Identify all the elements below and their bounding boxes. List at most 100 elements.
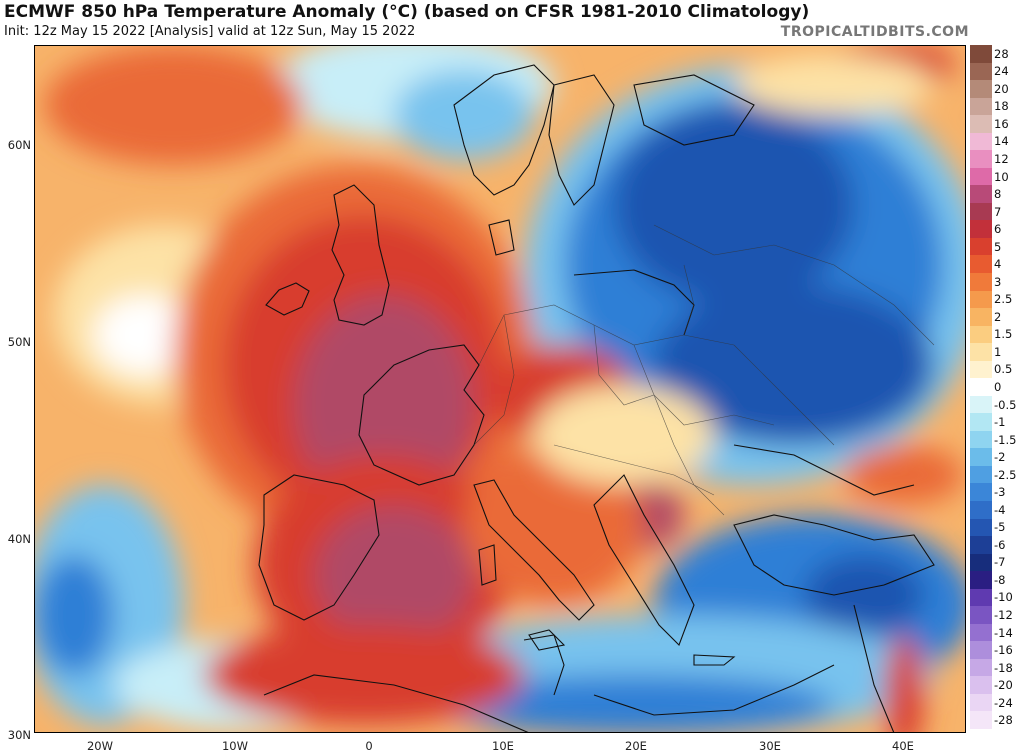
colorbar-level: -24 [970, 693, 1023, 712]
colorbar-level: -1 [970, 413, 1023, 431]
colorbar-label: 1.5 [994, 327, 1013, 342]
colorbar-swatch [970, 132, 992, 151]
colorbar-level: -1.5 [970, 430, 1023, 449]
colorbar-swatch [970, 80, 992, 98]
colorbar-label: -18 [994, 660, 1013, 675]
colorbar-level: -8 [970, 571, 1023, 589]
lon-label-20w: 20W [86, 739, 113, 753]
colorbar-label: -3 [994, 485, 1006, 500]
lon-label-20e: 20E [625, 739, 647, 753]
lat-label-50n: 50N [7, 335, 31, 349]
colorbar-swatch [970, 343, 992, 361]
colorbar-swatch [970, 518, 992, 537]
colorbar-swatch [970, 150, 992, 168]
colorbar-swatch [970, 202, 992, 221]
colorbar-level: 20 [970, 80, 1023, 98]
colorbar-level: -14 [970, 623, 1023, 642]
site-brand[interactable]: TROPICALTIDBITS.COM [780, 24, 969, 40]
colorbar-level: 0.5 [970, 360, 1023, 379]
colorbar-swatch [970, 325, 992, 344]
colorbar-swatch [970, 483, 992, 501]
colorbar-level: 16 [970, 115, 1023, 133]
colorbar-swatch [970, 676, 992, 694]
colorbar-label: -4 [994, 502, 1006, 517]
colorbar-level: -16 [970, 641, 1023, 659]
colorbar-swatch [970, 395, 992, 414]
colorbar-swatch [970, 606, 992, 624]
colorbar-swatch [970, 237, 992, 256]
colorbar-swatch [970, 255, 992, 273]
colorbar-level: -2 [970, 448, 1023, 466]
colorbar-label: 18 [994, 99, 1009, 114]
colorbar-level: -2.5 [970, 465, 1023, 484]
colorbar-label: 3 [994, 274, 1002, 289]
colorbar-swatch [970, 97, 992, 116]
colorbar-label: -24 [994, 695, 1013, 710]
colorbar-swatch [970, 571, 992, 589]
colorbar-label: 2.5 [994, 292, 1013, 307]
colorbar-label: -7 [994, 555, 1006, 570]
colorbar-level: -5 [970, 518, 1023, 537]
anomaly-field [34, 45, 966, 733]
colorbar-level: -0.5 [970, 395, 1023, 414]
colorbar-level: 2.5 [970, 290, 1023, 309]
colorbar-label: 20 [994, 81, 1009, 96]
colorbar-swatch [970, 465, 992, 484]
lat-label-60n: 60N [7, 138, 31, 152]
colorbar-label: -1 [994, 415, 1006, 430]
colorbar-swatch [970, 378, 992, 396]
colorbar-level: 5 [970, 237, 1023, 256]
colorbar-label: 0 [994, 379, 1002, 394]
colorbar-level: 24 [970, 62, 1023, 81]
colorbar-level: -7 [970, 553, 1023, 572]
lat-label-40n: 40N [7, 532, 31, 546]
borders [473, 224, 935, 516]
colorbar-label: -12 [994, 607, 1013, 622]
temperature-anomaly-map[interactable] [34, 45, 966, 733]
colorbar-label: 6 [994, 222, 1002, 237]
colorbar-legend: 28 24 20 18 16 14 12 10 8 7 6 5 4 3 2.5 2 1.5 1 0.5 0 -0.5 -1… [970, 45, 1023, 729]
colorbar-label: 10 [994, 169, 1009, 184]
colorbar-level: 12 [970, 150, 1023, 168]
colorbar-swatch [970, 448, 992, 466]
colorbar-level: -12 [970, 606, 1023, 624]
colorbar-level: -10 [970, 588, 1023, 607]
colorbar-swatch [970, 167, 992, 186]
lon-label-30e: 30E [759, 739, 781, 753]
colorbar-level: 10 [970, 167, 1023, 186]
lon-label-0: 0 [365, 739, 373, 753]
colorbar-level: -4 [970, 501, 1023, 519]
colorbar-label: 12 [994, 151, 1009, 166]
colorbar-level: 1.5 [970, 325, 1023, 344]
colorbar-label: -20 [994, 678, 1013, 693]
lat-label-30n: 30N [7, 728, 31, 742]
colorbar-swatch [970, 413, 992, 431]
colorbar-label: -1.5 [994, 432, 1017, 447]
colorbar-swatch [970, 273, 992, 291]
colorbar-swatch [970, 536, 992, 554]
colorbar-level: 8 [970, 185, 1023, 203]
lon-label-10e: 10E [492, 739, 514, 753]
colorbar-level: 3 [970, 273, 1023, 291]
colorbar-swatch [970, 501, 992, 519]
colorbar-level: -18 [970, 658, 1023, 677]
colorbar-label: 14 [994, 134, 1009, 149]
colorbar-swatch [970, 553, 992, 572]
lon-label-10w: 10W [221, 739, 248, 753]
colorbar-level: -28 [970, 711, 1023, 729]
colorbar-swatch [970, 220, 992, 238]
colorbar-level: 18 [970, 97, 1023, 116]
colorbar-level: -20 [970, 676, 1023, 694]
colorbar-label: -5 [994, 520, 1006, 535]
colorbar-label: 2 [994, 309, 1002, 324]
colorbar-label: 24 [994, 64, 1009, 79]
colorbar-swatch [970, 641, 992, 659]
colorbar-label: -16 [994, 643, 1013, 658]
colorbar-swatch [970, 623, 992, 642]
colorbar-level: 7 [970, 202, 1023, 221]
colorbar-swatch [970, 290, 992, 309]
colorbar-swatch [970, 308, 992, 326]
colorbar-swatch [970, 658, 992, 677]
colorbar-label: -14 [994, 625, 1013, 640]
colorbar-swatch [970, 693, 992, 712]
